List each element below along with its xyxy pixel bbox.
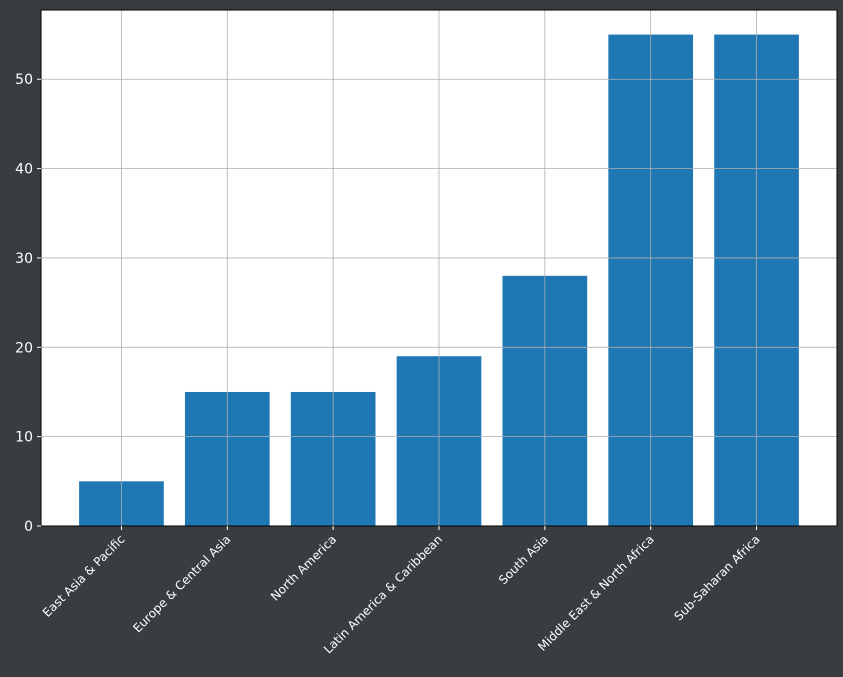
y-tick-label-4: 40 — [15, 162, 33, 178]
y-tick-label-2: 20 — [15, 340, 33, 356]
y-tick-label-1: 10 — [15, 430, 33, 446]
y-tick-label-5: 50 — [15, 72, 33, 88]
x-tick-label-2: North America — [268, 532, 339, 603]
x-tick-label-0: East Asia & Pacific — [40, 532, 128, 620]
x-tick-label-3: Latin America & Caribbean — [321, 532, 445, 656]
y-ticks: 0 10 20 30 40 50 — [15, 72, 41, 535]
y-tick-label-0: 0 — [24, 519, 33, 535]
axes — [40, 9, 838, 527]
x-tick-label-4: South Asia — [496, 532, 551, 587]
y-tick-label-3: 30 — [15, 251, 33, 267]
x-tick-label-5: Middle East & North Africa — [535, 532, 657, 654]
x-ticks: East Asia & Pacific Europe & Central Asia… — [40, 526, 763, 656]
x-tick-label-6: Sub-Saharan Africa — [671, 532, 762, 623]
x-tick-label-1: Europe & Central Asia — [130, 532, 233, 635]
